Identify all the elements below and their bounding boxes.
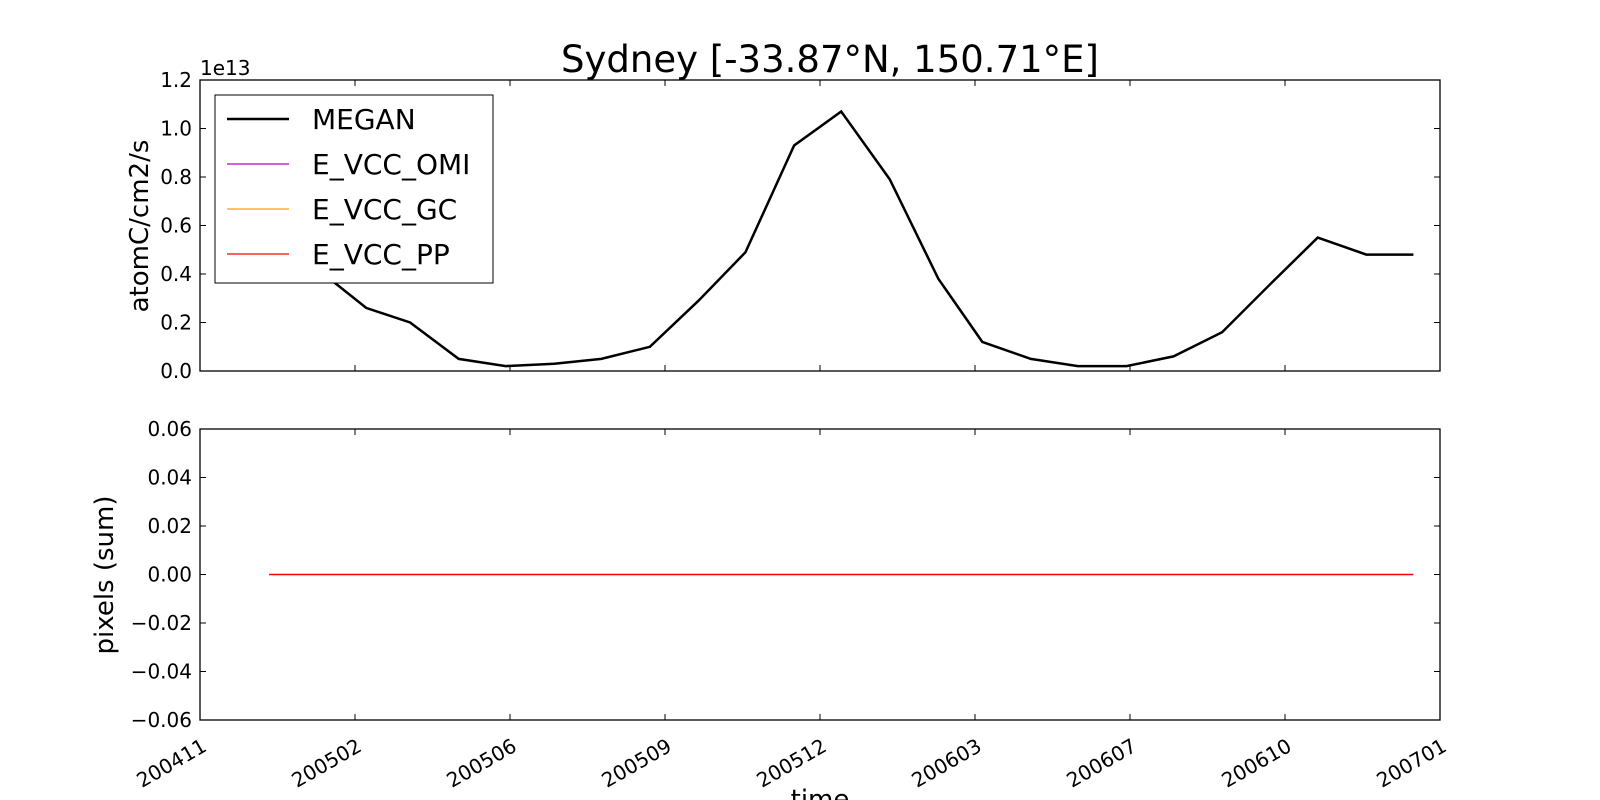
legend-label: E_VCC_GC [312,193,457,226]
y-tick-label: 0.0 [160,359,192,383]
legend-label: MEGAN [312,103,416,136]
legend-label: E_VCC_OMI [312,148,470,181]
y-tick-label: 0.02 [147,514,192,538]
y-tick-label: 0.4 [160,262,192,286]
top-y-axis-label: atomC/cm2/s [125,140,155,313]
y-tick-label: 0.8 [160,165,192,189]
y-tick-label: 1.0 [160,117,192,141]
x-tick-label: 200411 [132,734,210,793]
x-tick-label: 200502 [287,734,365,793]
chart-title: Sydney [-33.87°N, 150.71°E] [561,38,1099,81]
x-tick-label: 200610 [1217,734,1295,793]
y-offset-label: 1e13 [200,56,250,80]
y-tick-label: 0.2 [160,311,192,335]
x-tick-label: 200509 [597,734,675,793]
y-tick-label: −0.02 [131,611,192,635]
top-series-lines [268,109,1414,368]
top-ticks: 0.0 0.2 0.4 0.6 0.8 1.0 1.2 [160,68,1441,383]
legend: MEGAN E_VCC_OMI E_VCC_GC E_VCC_PP [214,94,494,284]
x-tick-label: 200603 [907,734,985,793]
y-tick-label: −0.04 [131,660,192,684]
y-tick-label: −0.06 [131,708,192,732]
y-tick-label: 0.00 [147,563,192,587]
y-tick-label: 1.2 [160,68,192,92]
bottom-y-axis-label: pixels (sum) [90,496,120,655]
series-line-megan [268,109,1414,368]
bottom-panel: −0.06 −0.04 −0.02 0.00 0.02 0.04 0.06 200411 200… [90,417,1451,800]
x-tick-label: 200512 [752,734,830,793]
x-tick-label: 200506 [442,734,520,793]
x-tick-label: 200701 [1372,734,1450,793]
y-tick-label: 0.6 [160,214,192,238]
x-tick-label: 200607 [1062,734,1140,793]
legend-label: E_VCC_PP [312,238,450,271]
y-tick-label: 0.04 [147,466,192,490]
top-panel: 0.0 0.2 0.4 0.6 0.8 1.0 1.2 1e13 atomC/cm2/s M… [125,56,1441,383]
y-tick-label: 0.06 [147,417,192,441]
x-axis-label: time [791,785,850,800]
legend-box [214,94,494,284]
